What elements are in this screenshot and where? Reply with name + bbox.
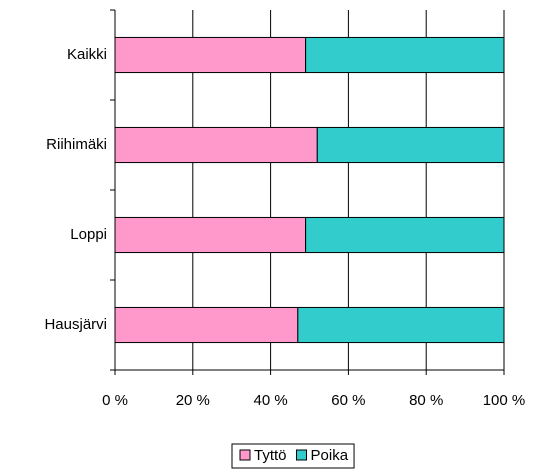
legend: Tyttö Poika xyxy=(231,443,355,469)
bar-segment xyxy=(305,36,505,74)
x-tick-label: 20 % xyxy=(176,392,210,409)
legend-box xyxy=(231,443,355,469)
bar-segment xyxy=(297,306,505,344)
bar-segment xyxy=(305,216,505,254)
bar-segment xyxy=(114,306,299,344)
legend-label: Poika xyxy=(311,447,349,464)
legend-swatch xyxy=(239,449,251,461)
x-tick-label: 40 % xyxy=(253,392,287,409)
bar-segment xyxy=(114,36,307,74)
legend-swatch xyxy=(296,449,308,461)
y-tick-label: Loppi xyxy=(70,226,107,243)
bar-segment xyxy=(114,216,307,254)
x-tick-label: 80 % xyxy=(409,392,443,409)
legend-label: Tyttö xyxy=(254,447,287,464)
x-tick-label: 100 % xyxy=(483,392,526,409)
y-tick-label: Kaikki xyxy=(67,46,107,63)
bar-segment xyxy=(114,126,318,164)
bar-segment xyxy=(316,126,505,164)
y-tick-label: Riihimäki xyxy=(46,136,107,153)
y-tick-label: Hausjärvi xyxy=(44,316,107,333)
x-tick-label: 0 % xyxy=(102,392,128,409)
x-tick-label: 60 % xyxy=(331,392,365,409)
